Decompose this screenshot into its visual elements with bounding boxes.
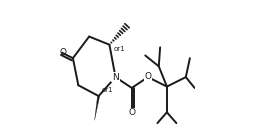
- Text: or1: or1: [102, 87, 113, 93]
- Text: or1: or1: [114, 46, 125, 52]
- Text: N: N: [112, 73, 119, 82]
- Text: O: O: [145, 72, 151, 81]
- Text: O: O: [128, 108, 135, 117]
- Text: O: O: [59, 48, 66, 57]
- Polygon shape: [94, 96, 100, 120]
